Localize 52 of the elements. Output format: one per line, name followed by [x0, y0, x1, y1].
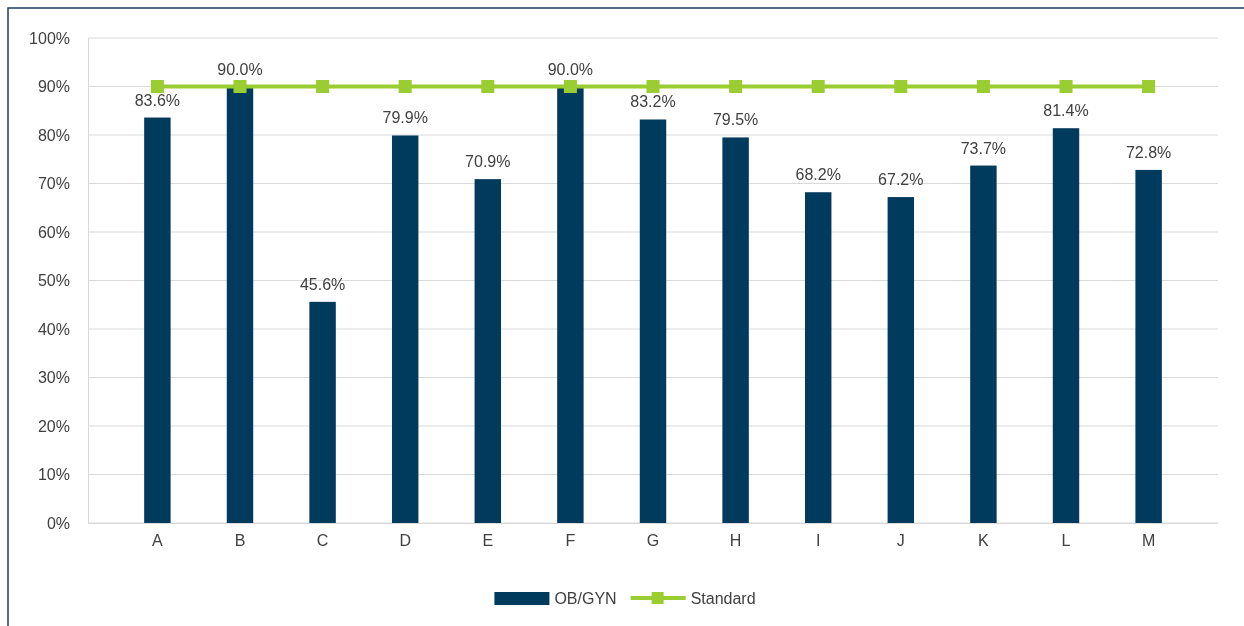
y-tick-label: 20% [37, 417, 70, 435]
bar [1052, 128, 1080, 523]
data-label: 90.0% [547, 60, 594, 78]
bar [970, 165, 997, 523]
x-tick-label: J [896, 532, 905, 550]
x-tick-label: E [482, 532, 494, 550]
x-tick-label: M [1141, 532, 1156, 550]
y-tick-label: 10% [37, 466, 70, 484]
bar [639, 119, 667, 523]
y-tick-label: 0% [46, 514, 70, 532]
bar [309, 301, 336, 523]
y-tick-label: 90% [37, 78, 70, 96]
bar [391, 135, 419, 523]
data-label: 68.2% [795, 166, 841, 184]
bar [226, 86, 254, 523]
x-tick-label: G [646, 532, 660, 550]
bar [474, 179, 502, 523]
bar [722, 137, 749, 523]
bar [144, 117, 171, 523]
data-label: 79.5% [712, 111, 759, 129]
x-tick-label: L [1061, 532, 1071, 550]
data-label: 79.9% [382, 109, 428, 127]
y-tick-label: 40% [37, 320, 70, 338]
y-tick-label: 70% [37, 175, 70, 193]
legend-label: OB/GYN [554, 590, 617, 607]
data-label: 73.7% [960, 139, 1007, 157]
x-tick-label: D [399, 532, 411, 550]
data-label: 90.0% [217, 60, 263, 78]
y-tick-label: 80% [37, 126, 70, 144]
bar [804, 192, 832, 523]
y-tick-label: 50% [37, 272, 70, 290]
x-tick-label: F [565, 532, 576, 550]
x-tick-label: I [815, 532, 821, 550]
data-label: 81.4% [1043, 102, 1089, 120]
data-label: 70.9% [465, 153, 511, 171]
x-tick-label: K [978, 532, 990, 550]
bar [1135, 169, 1162, 523]
data-label: 72.8% [1125, 143, 1172, 161]
data-label: 67.2% [878, 171, 924, 189]
x-tick-label: C [316, 532, 329, 550]
x-tick-label: H [729, 532, 742, 550]
bar [887, 197, 915, 523]
data-label: 45.6% [299, 275, 346, 293]
x-tick-label: B [234, 532, 246, 550]
y-tick-label: 30% [37, 369, 70, 387]
legend-label: Standard [690, 590, 756, 607]
y-tick-label: 100% [29, 29, 70, 47]
y-tick-label: 60% [37, 223, 70, 241]
data-label: 83.2% [630, 93, 676, 111]
data-label: 83.6% [134, 91, 181, 109]
bar [557, 86, 584, 523]
x-tick-label: A [152, 532, 164, 550]
